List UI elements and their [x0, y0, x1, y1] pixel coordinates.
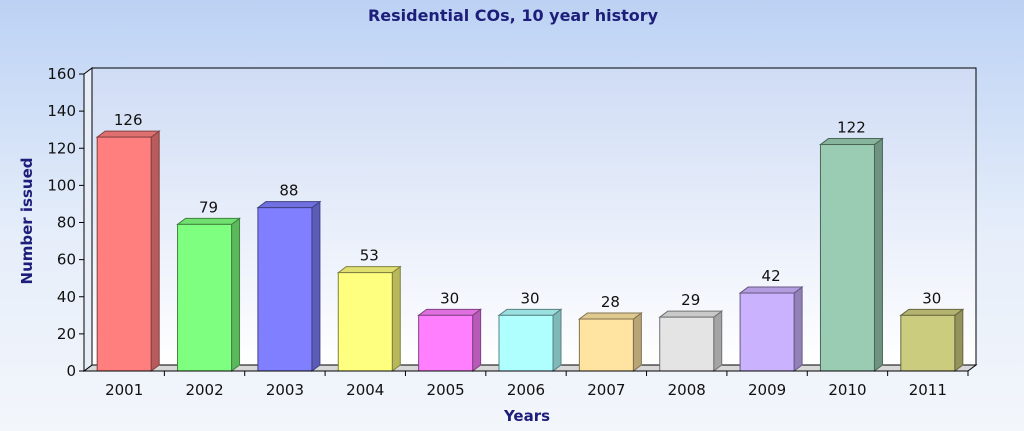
y-axis: 0 20 40 60 80 100 120 140 160: [47, 65, 85, 380]
bar-front: [257, 207, 313, 372]
bar-top: [256, 201, 322, 209]
bar-2009: 42: [738, 267, 804, 372]
bar-front: [96, 136, 152, 372]
y-tick-label: 100: [47, 176, 76, 194]
data-label: 88: [279, 182, 298, 200]
x-tick-label: 2009: [748, 381, 786, 399]
y-tick-label: 160: [47, 65, 76, 83]
bar-side: [793, 286, 803, 372]
bar-top: [336, 266, 402, 274]
x-tick-label: 2010: [828, 381, 866, 399]
bar-top: [417, 308, 483, 316]
bar-top: [497, 308, 563, 316]
bar-front: [578, 318, 634, 372]
bar-2010: 122: [818, 119, 884, 372]
x-axis-title: Years: [503, 407, 550, 425]
bar-2006: 30: [497, 289, 563, 372]
bar-top: [176, 217, 242, 225]
bar-2003: 88: [256, 182, 322, 372]
x-tick-label: 2002: [185, 381, 223, 399]
bar-side: [713, 310, 723, 372]
x-tick-label: 2007: [587, 381, 625, 399]
bar-side: [552, 308, 562, 372]
bar-top: [818, 138, 884, 146]
x-tick-label: 2011: [909, 381, 947, 399]
bar-side: [954, 308, 964, 372]
bar-side: [311, 200, 321, 372]
y-tick-label: 0: [66, 362, 76, 380]
plot-side-wall: [83, 67, 93, 372]
bar-front: [659, 316, 715, 372]
y-tick-label: 80: [57, 214, 76, 232]
bar-2002: 79: [176, 198, 242, 372]
data-label: 28: [601, 293, 620, 311]
bar-2008: 29: [658, 291, 724, 372]
bar-front: [337, 272, 393, 372]
bar-front: [177, 223, 233, 372]
data-label: 30: [440, 289, 459, 307]
bar-side: [632, 312, 642, 372]
y-tick-label: 40: [57, 288, 76, 306]
bar-2011: 30: [899, 289, 965, 372]
bar-front: [819, 144, 875, 372]
bar-side: [472, 308, 482, 372]
x-tick-label: 2004: [346, 381, 384, 399]
bar-side: [150, 130, 160, 372]
data-label: 79: [199, 198, 218, 216]
data-label: 126: [114, 111, 143, 129]
y-tick-label: 140: [47, 102, 76, 120]
bar-top: [899, 308, 965, 316]
data-label: 30: [520, 289, 539, 307]
y-axis-title: Number issued: [18, 158, 36, 285]
bar-front: [739, 292, 795, 372]
x-tick-label: 2001: [105, 381, 143, 399]
bar-side: [391, 265, 401, 372]
bar-front: [418, 314, 474, 372]
bar-2001: 126: [95, 111, 161, 372]
chart-title: Residential COs, 10 year history: [368, 6, 659, 25]
bar-side: [873, 137, 883, 372]
y-tick-label: 60: [57, 251, 76, 269]
bar-top: [658, 310, 724, 318]
data-label: 42: [762, 267, 781, 285]
bar-side: [231, 217, 241, 372]
y-tick-label: 120: [47, 139, 76, 157]
x-tick-label: 2006: [507, 381, 545, 399]
x-tick-label: 2005: [427, 381, 465, 399]
bars: 126 79 88 53 30 30 28 29 42 122 30: [95, 111, 965, 372]
bar-front: [498, 314, 554, 372]
bar-front: [900, 314, 956, 372]
y-tick-label: 20: [57, 325, 76, 343]
bar-2007: 28: [577, 293, 643, 372]
bar-2004: 53: [336, 247, 402, 372]
x-tick-label: 2003: [266, 381, 304, 399]
data-label: 29: [681, 291, 700, 309]
bar-top: [738, 286, 804, 294]
bar-top: [577, 312, 643, 320]
data-label: 122: [837, 119, 866, 137]
data-label: 53: [360, 247, 379, 265]
bar-top: [95, 130, 161, 138]
x-tick-label: 2008: [668, 381, 706, 399]
x-axis: 2001 2002 2003 2004 2005 2006 2007 2008 2009 2010…: [84, 370, 969, 399]
data-label: 30: [922, 289, 941, 307]
